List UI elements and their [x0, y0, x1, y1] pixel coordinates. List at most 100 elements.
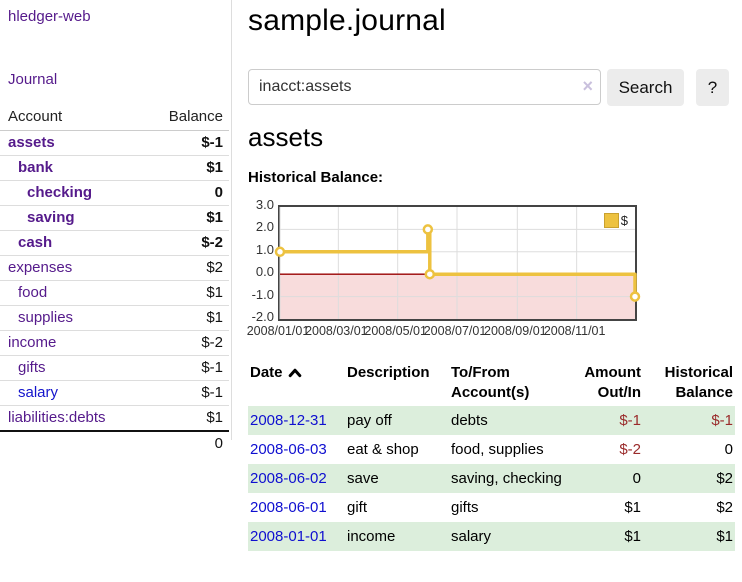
transaction-balance: $-1	[643, 406, 735, 435]
register-table: Date Description To/From Account(s) Amou…	[248, 360, 735, 551]
accounts-col-account: Account	[0, 104, 141, 131]
y-tick-label: -1.0	[251, 286, 274, 302]
account-balance: $-2	[140, 230, 229, 256]
y-tick-label: 1.0	[255, 241, 274, 257]
transaction-date-link[interactable]: 2008-06-01	[250, 499, 327, 516]
account-row: income $-2	[0, 330, 229, 356]
account-balance: $1	[140, 205, 229, 231]
account-row: cash $-2	[0, 230, 229, 256]
main-content: sample.journal × Search ? assets Histori…	[247, 0, 738, 551]
accounts-header-row: Account Balance	[0, 104, 229, 131]
register-row: 2008-06-03 eat & shop food, supplies $-2…	[248, 435, 735, 464]
transaction-amount: $-1	[571, 406, 643, 435]
account-row: bank $1	[0, 155, 229, 181]
transaction-balance: 0	[724, 441, 733, 458]
account-balance: $-1	[140, 380, 229, 406]
transaction-date-link[interactable]: 2008-06-02	[250, 470, 327, 487]
account-link[interactable]: checking	[27, 184, 93, 201]
account-balance: $-2	[140, 330, 229, 356]
help-button[interactable]: ?	[696, 69, 729, 106]
account-row: liabilities:debts $1	[0, 405, 229, 431]
account-row: checking 0	[0, 180, 229, 206]
account-balance: $1	[140, 405, 229, 431]
y-tick-label: 0.0	[255, 264, 274, 280]
x-tick-label: 2008/03/01	[305, 324, 368, 338]
account-link[interactable]: income	[8, 334, 57, 351]
transaction-description: gift	[347, 499, 368, 516]
plot-area: $	[274, 205, 641, 321]
transaction-amount: $1	[571, 522, 643, 551]
x-tick-label: 2008/09/01	[484, 324, 547, 338]
transaction-amount: $1	[624, 499, 641, 516]
transaction-description: eat & shop	[347, 441, 419, 458]
x-tick-label: 2008/11/01	[543, 324, 606, 338]
account-row: food $1	[0, 280, 229, 306]
account-row: supplies $1	[0, 305, 229, 331]
chart-caption: Historical Balance:	[248, 169, 384, 186]
transaction-description: save	[345, 464, 449, 493]
register-row: 2008-06-01 gift gifts $1 $2	[248, 493, 735, 522]
account-link[interactable]: assets	[8, 134, 55, 151]
register-col-balance: Historical Balance	[664, 364, 733, 401]
accounts-total-value: 0	[140, 430, 229, 456]
account-link[interactable]: saving	[27, 209, 75, 226]
page-title: sample.journal	[248, 4, 446, 37]
account-link[interactable]: liabilities:debts	[8, 409, 106, 426]
account-row: salary $-1	[0, 380, 229, 406]
accounts-table: Account Balance assets $-1 bank $1 check…	[0, 104, 229, 456]
app-brand-link[interactable]: hledger-web	[8, 8, 91, 25]
register-header-row: Date Description To/From Account(s) Amou…	[248, 360, 735, 406]
transaction-description: pay off	[345, 406, 449, 435]
register-col-description: Description	[347, 364, 430, 381]
account-link[interactable]: food	[18, 284, 48, 301]
register-col-date[interactable]: Date	[248, 360, 345, 406]
y-tick-label: 3.0	[255, 197, 274, 212]
transaction-accounts: food, supplies	[451, 441, 544, 458]
account-balance: $1	[140, 305, 229, 331]
account-balance: $1	[140, 280, 229, 306]
x-tick-label: 2008/01/01	[246, 324, 310, 338]
account-link[interactable]: bank	[18, 159, 54, 176]
transaction-date-link[interactable]: 2008-06-03	[250, 441, 327, 458]
transaction-accounts: gifts	[451, 499, 479, 516]
transaction-amount: $-2	[619, 441, 641, 458]
register-col-amount: Amount Out/In	[584, 364, 641, 401]
x-tick-label: 2008/07/01	[423, 324, 487, 338]
transaction-accounts: salary	[449, 522, 571, 551]
account-row: expenses $2	[0, 255, 229, 281]
account-link[interactable]: expenses	[8, 259, 73, 276]
sidebar-item-journal[interactable]: Journal	[8, 71, 58, 88]
legend-swatch	[603, 213, 619, 228]
search-bar: × Search ?	[248, 69, 737, 106]
transaction-balance: $1	[643, 522, 735, 551]
search-input[interactable]	[248, 69, 601, 105]
y-tick-label: 2.0	[255, 219, 274, 235]
x-tick-label: 2008/05/01	[364, 324, 427, 338]
search-button[interactable]: Search	[607, 69, 684, 106]
register-row: 2008-06-02 save saving, checking 0 $2	[248, 464, 735, 493]
account-row: assets $-1	[0, 131, 229, 156]
clear-search-icon[interactable]: ×	[582, 76, 593, 96]
accounts-col-balance: Balance	[140, 104, 229, 131]
account-link[interactable]: supplies	[18, 309, 74, 326]
y-tick-label: -2.0	[251, 309, 274, 324]
account-link[interactable]: cash	[18, 234, 53, 251]
account-page-title: assets	[248, 122, 324, 152]
account-row: gifts $-1	[0, 355, 229, 381]
account-balance: $1	[140, 155, 229, 181]
register-col-accounts: To/From Account(s)	[451, 364, 530, 401]
transaction-accounts: debts	[449, 406, 571, 435]
transaction-balance: $2	[716, 499, 733, 516]
account-row: saving $1	[0, 205, 229, 231]
account-link[interactable]: salary	[18, 384, 59, 401]
transaction-date-link[interactable]: 2008-01-01	[250, 528, 327, 545]
sidebar: hledger-web Journal Account Balance asse…	[0, 0, 232, 456]
transaction-balance: $2	[643, 464, 735, 493]
historical-balance-chart: 3.0 2.0 1.0 0.0 -1.0 -2.0 $2008/01/01 2008/03/0…	[244, 197, 644, 343]
transaction-date-link[interactable]: 2008-12-31	[250, 412, 327, 429]
account-link[interactable]: gifts	[18, 359, 46, 376]
transaction-amount: 0	[571, 464, 643, 493]
accounts-total-row: 0	[0, 430, 229, 456]
account-balance: 0	[140, 180, 229, 206]
legend-label: $	[620, 213, 628, 228]
